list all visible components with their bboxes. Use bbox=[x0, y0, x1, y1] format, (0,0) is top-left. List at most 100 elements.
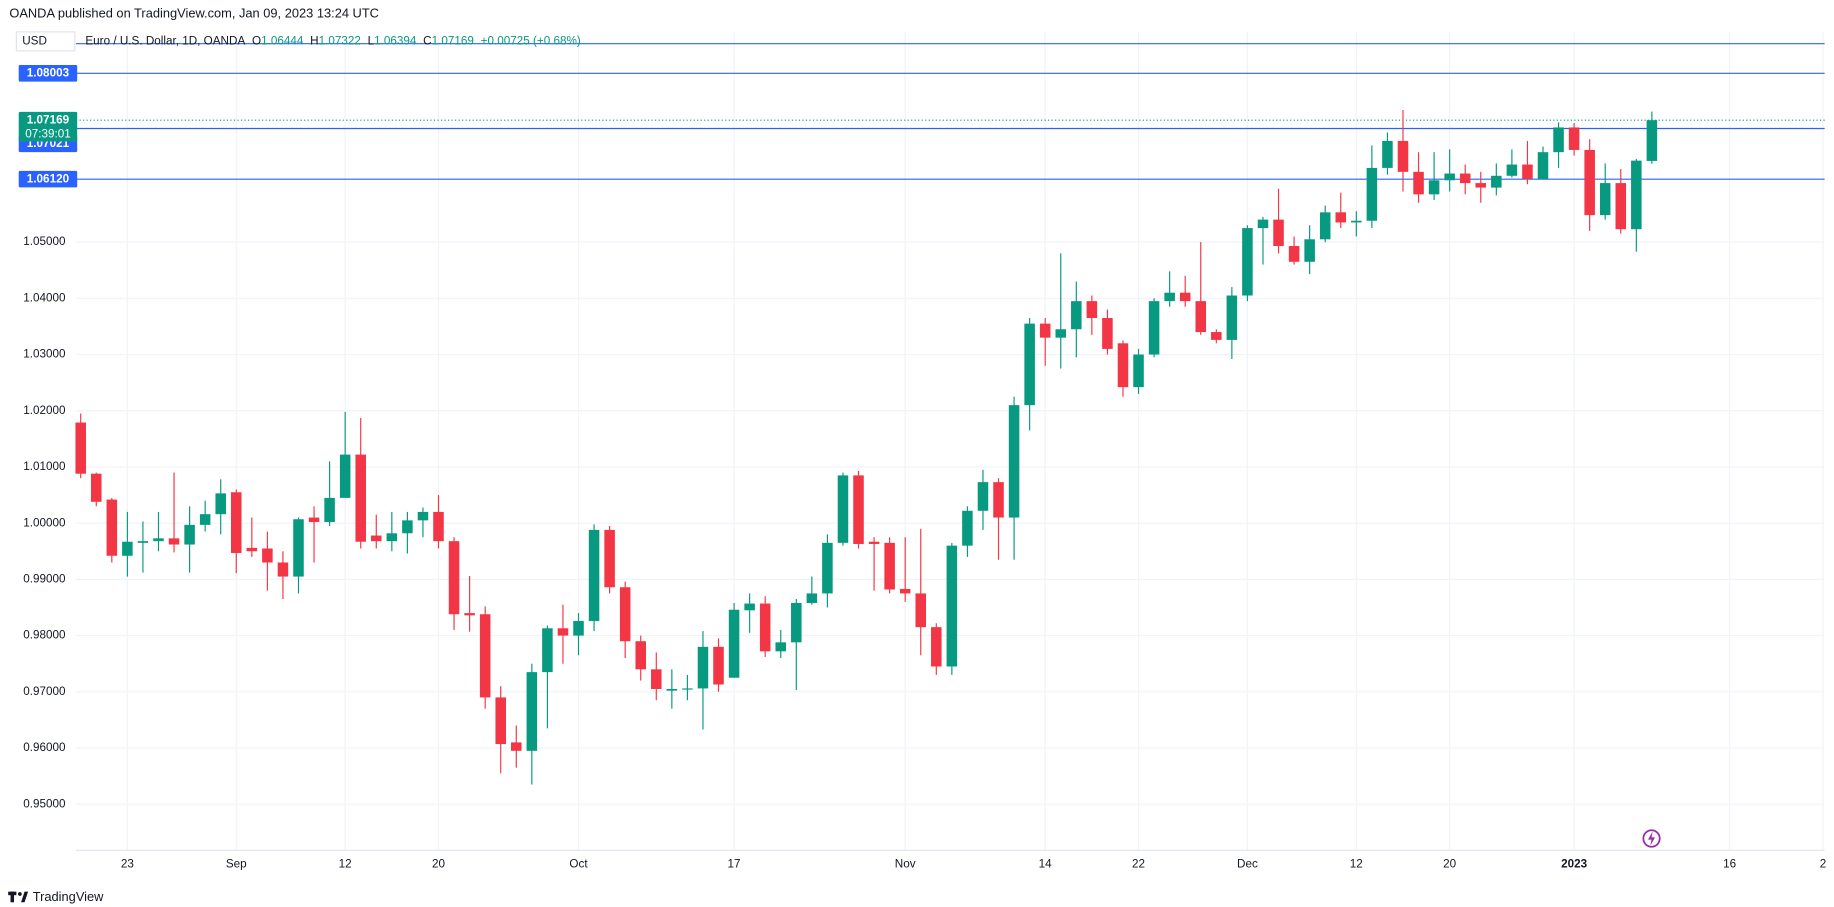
candle-body bbox=[588, 529, 600, 621]
candle-body bbox=[697, 646, 709, 689]
candle-body bbox=[1631, 160, 1642, 230]
candle-body bbox=[511, 742, 522, 751]
candle-body bbox=[1148, 301, 1160, 355]
candle-body bbox=[479, 614, 491, 698]
x-tick-label: Nov bbox=[895, 858, 916, 871]
candle-body bbox=[853, 475, 864, 544]
candle-body bbox=[199, 514, 211, 525]
candle-body bbox=[1055, 329, 1067, 338]
candle-body bbox=[962, 510, 973, 546]
candle-body bbox=[1568, 127, 1580, 150]
candle-body bbox=[106, 499, 118, 556]
candle-body bbox=[1553, 127, 1564, 153]
candle-body bbox=[1195, 301, 1207, 333]
price-tag bbox=[18, 65, 78, 82]
symbol-title: Euro / U.S. Dollar, 1D, OANDA bbox=[85, 34, 245, 47]
candle-body bbox=[1039, 323, 1051, 338]
legend: Euro / U.S. Dollar, 1D, OANDA O1.06444 H… bbox=[85, 34, 581, 47]
candle-body bbox=[1179, 292, 1191, 302]
logo-part bbox=[10, 891, 15, 903]
price-tag-label: 1.08003 bbox=[27, 66, 70, 79]
x-tick-label: 23 bbox=[121, 858, 134, 871]
y-tick-label: 0.95000 bbox=[23, 797, 66, 810]
candle-body bbox=[433, 511, 444, 542]
candle-body bbox=[884, 542, 895, 590]
x-tick-label: 16 bbox=[1723, 858, 1736, 871]
candle-body bbox=[448, 541, 460, 615]
candle-body bbox=[1351, 220, 1362, 223]
axes: 0.95000 0.96000 0.97000 0.98000 0.99000 1.000… bbox=[18, 65, 1827, 871]
candle-body bbox=[153, 538, 164, 542]
candle-body bbox=[1646, 120, 1658, 161]
candle-body bbox=[915, 593, 927, 628]
currency: USD bbox=[22, 34, 47, 47]
candle-body bbox=[184, 524, 195, 545]
candle-body bbox=[931, 627, 942, 667]
candle-body bbox=[1335, 212, 1347, 223]
candle-body bbox=[1008, 405, 1020, 518]
candle-body bbox=[619, 587, 631, 642]
y-tick-label: 0.96000 bbox=[23, 741, 66, 754]
brand-logo bbox=[8, 891, 29, 903]
candle-body bbox=[277, 562, 289, 577]
y-tick-label: 1.05000 bbox=[23, 235, 66, 248]
icon-bolt[interactable] bbox=[1648, 831, 1656, 846]
price-tag-label: 1.06120 bbox=[27, 172, 70, 185]
legend-change: +0.00725 (+0.68%) bbox=[481, 34, 581, 47]
candle-body bbox=[402, 520, 413, 534]
y-tick-label: 1.04000 bbox=[23, 291, 66, 304]
price-lines bbox=[76, 43, 1825, 180]
candle-body bbox=[371, 535, 382, 542]
candle-body bbox=[90, 473, 102, 502]
brand: TradingView bbox=[33, 889, 104, 904]
candle-body bbox=[1211, 332, 1222, 340]
x-tick-label: Oct bbox=[569, 858, 588, 871]
candle-body bbox=[215, 493, 226, 515]
candle-body bbox=[308, 517, 320, 523]
candle-body bbox=[1506, 164, 1518, 176]
candle-body bbox=[386, 533, 398, 542]
candle-body bbox=[1288, 246, 1300, 262]
candle-body bbox=[1024, 323, 1035, 406]
candle-body bbox=[1319, 212, 1331, 240]
x-tick-label: 12 bbox=[339, 858, 352, 871]
candle-body bbox=[1164, 292, 1175, 302]
candle-body bbox=[775, 642, 786, 652]
x-tick-label: 12 bbox=[1350, 858, 1363, 871]
candle-body bbox=[168, 538, 180, 545]
last-price-tag bbox=[18, 111, 78, 142]
y-tick-label: 0.99000 bbox=[23, 572, 66, 585]
icon-circle[interactable] bbox=[1642, 829, 1661, 848]
x-tick-label: 20 bbox=[1443, 858, 1456, 871]
candle-body bbox=[1366, 167, 1378, 221]
candle-body bbox=[1584, 149, 1595, 216]
candle-body bbox=[1397, 140, 1409, 172]
published-note: OANDA published on TradingView.com, Jan … bbox=[9, 6, 379, 21]
candle-body bbox=[604, 529, 615, 588]
candle-body bbox=[806, 593, 818, 603]
candle-body bbox=[682, 688, 693, 690]
legend-o: O bbox=[252, 34, 261, 47]
candle-body bbox=[977, 482, 989, 511]
candle-body bbox=[293, 519, 304, 577]
y-tick-label: 1.02000 bbox=[23, 404, 66, 417]
legend-open: 1.06444 bbox=[261, 34, 304, 47]
candle-body bbox=[728, 609, 740, 678]
candle-body bbox=[355, 454, 366, 542]
x-tick-label: 2 bbox=[1820, 858, 1827, 871]
candle-body bbox=[557, 628, 569, 636]
last-price-label: 1.07169 bbox=[27, 113, 70, 126]
replay-icon[interactable] bbox=[1642, 829, 1661, 848]
candle-body bbox=[635, 641, 646, 670]
candle-body bbox=[1537, 152, 1549, 180]
candle-body bbox=[1491, 175, 1502, 188]
candle-body bbox=[993, 482, 1004, 518]
candle-body bbox=[1615, 183, 1627, 230]
candle-body bbox=[122, 541, 133, 556]
logo-part bbox=[18, 892, 22, 896]
candle-body bbox=[1102, 317, 1113, 349]
candle-body bbox=[1071, 301, 1082, 330]
candle-body bbox=[744, 603, 755, 611]
x-tick-label: Sep bbox=[226, 858, 247, 871]
candle-body bbox=[1133, 354, 1144, 388]
